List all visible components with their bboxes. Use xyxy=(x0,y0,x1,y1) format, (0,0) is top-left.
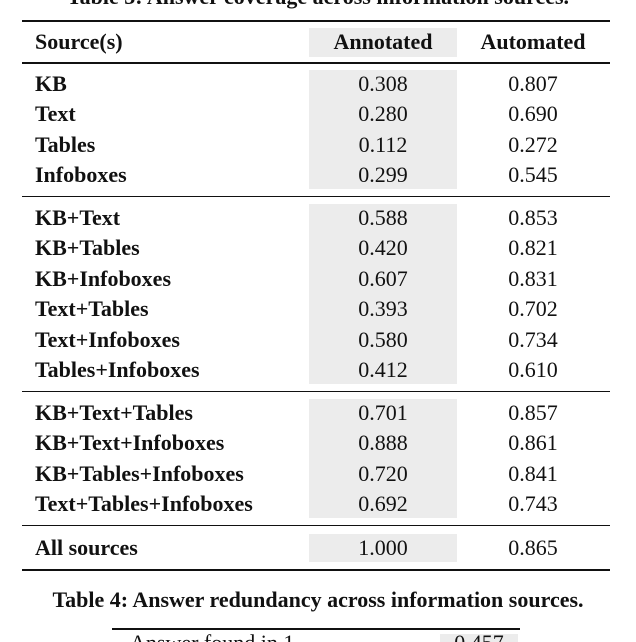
cell-value: 0.865 xyxy=(508,535,558,560)
cell-label: Text+Infoboxes xyxy=(35,326,180,352)
cell-label: Infoboxes xyxy=(35,162,127,188)
rule xyxy=(22,62,610,64)
cell-value: 0.112 xyxy=(358,131,408,157)
shade xyxy=(309,70,457,190)
cell-value: 0.272 xyxy=(508,131,558,157)
cell-value: 0.393 xyxy=(358,296,408,322)
cell-label: KB+Text xyxy=(35,205,121,230)
cell-value: 0.857 xyxy=(508,400,558,425)
cell-value: 0.412 xyxy=(358,357,408,382)
cell-label: Text+Tables xyxy=(35,296,149,322)
cell-value: Automated xyxy=(480,29,586,54)
cell-value: 0.841 xyxy=(508,460,558,486)
cell-value: 0.607 xyxy=(358,265,408,291)
rule xyxy=(22,20,610,22)
cell-value: 0.701 xyxy=(358,400,408,425)
cell-label: Answer found in 1 xyxy=(130,630,294,642)
cell-label: KB+Text+Tables xyxy=(35,400,193,425)
cell-value: 0.690 xyxy=(508,101,558,127)
cell-label: KB xyxy=(35,71,67,96)
shade xyxy=(309,28,457,57)
rule xyxy=(112,628,520,630)
cell-label: Tables xyxy=(35,131,96,157)
shade xyxy=(309,534,457,562)
table-caption: Table 4: Answer redundancy across inform… xyxy=(52,587,584,612)
cell-value: 0.861 xyxy=(508,430,558,456)
cell-value: 0.720 xyxy=(358,460,408,486)
cell-label: Text+Tables+Infoboxes xyxy=(35,491,253,517)
cell-label: KB+Infoboxes xyxy=(35,265,172,291)
cell-label: KB+Tables xyxy=(35,235,140,261)
cell-value: 0.299 xyxy=(358,162,408,188)
rule xyxy=(22,196,610,198)
cell-value: 0.702 xyxy=(508,296,558,322)
rule xyxy=(22,391,610,392)
cell-value: Annotated xyxy=(333,29,433,54)
cell-value: 0.457 xyxy=(454,630,504,642)
cell-value: 0.831 xyxy=(508,265,558,291)
cell-label: KB+Tables+Infoboxes xyxy=(35,460,244,486)
cell-value: 0.610 xyxy=(508,357,558,382)
cell-value: 0.888 xyxy=(358,430,408,456)
cell-value: 0.821 xyxy=(508,235,558,261)
cell-label: Source(s) xyxy=(35,29,123,54)
cell-value: 0.853 xyxy=(508,205,558,230)
cell-label: Text xyxy=(35,101,76,127)
cell-label: Tables+Infoboxes xyxy=(35,357,200,382)
cell-value: 0.692 xyxy=(358,491,408,517)
cell-value: 0.807 xyxy=(508,71,558,96)
shade xyxy=(309,399,457,519)
rule xyxy=(22,525,610,527)
top-caption: Table 3: Answer coverage across informat… xyxy=(67,0,569,10)
cell-label: All sources xyxy=(35,535,138,560)
cell-value: 0.580 xyxy=(358,326,408,352)
cell-value: 0.734 xyxy=(508,326,558,352)
cell-value: 0.420 xyxy=(358,235,408,261)
cell-label: KB+Text+Infoboxes xyxy=(35,430,225,456)
cell-value: 0.308 xyxy=(358,71,408,96)
cell-value: 1.000 xyxy=(358,535,408,560)
cell-value: 0.743 xyxy=(508,491,558,517)
rule xyxy=(22,569,610,571)
cell-value: 0.280 xyxy=(358,101,408,127)
shade xyxy=(309,204,457,384)
shade xyxy=(440,634,518,642)
cell-value: 0.545 xyxy=(508,162,558,188)
cell-value: 0.588 xyxy=(358,205,408,230)
